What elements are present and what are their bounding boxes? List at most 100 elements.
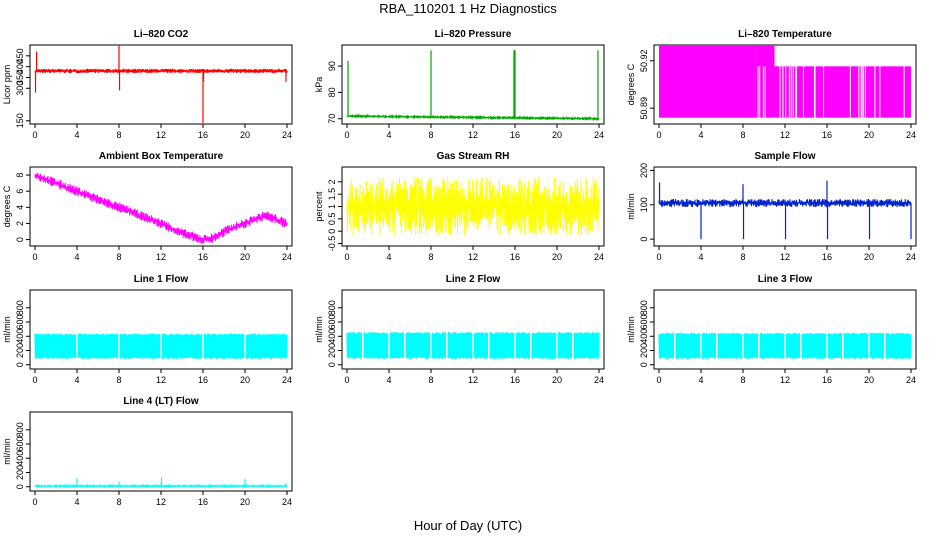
x-tick-label: 0 [656,375,661,385]
y-axis-label: ml/min [626,316,636,343]
x-tick-label: 16 [198,375,208,385]
y-axis-label: ml/min [314,316,324,343]
y-tick-label: 50.92 [639,50,649,73]
x-tick-label: 4 [698,252,703,262]
x-tick-label: 12 [468,375,478,385]
y-tick-label: 1.5 [327,188,337,201]
x-tick-label: 12 [156,252,166,262]
panel-title: Line 3 Flow [758,274,813,285]
y-tick-label: 600 [15,437,25,452]
series-group [658,180,912,240]
series-group [346,330,600,361]
x-tick-label: 4 [698,130,703,140]
chart-panel: Li–820 CO2 0 4 8 12 16 20 24 150 300350400450Lico… [2,29,293,140]
y-tick-label: 600 [639,315,649,330]
x-tick-label: 24 [906,252,916,262]
y-tick-label: 400 [15,59,25,74]
chart-panel: Line 2 Flow 0 4 8 12 16 20 24 0 200400600800ml/mi… [314,274,605,385]
series-group [34,477,288,489]
x-tick-label: 24 [906,375,916,385]
x-tick-label: 8 [116,375,121,385]
chart-panel: Sample Flow 0 4 8 12 16 20 24 0 100 200 ml/min [626,151,917,262]
plot-frame [29,166,293,247]
x-tick-label: 8 [428,130,433,140]
x-tick-label: 24 [282,497,292,507]
y-axis-label: degrees C [626,63,636,105]
x-tick-label: 16 [510,130,520,140]
y-tick-label: 0 [639,237,649,242]
series-group [659,45,911,118]
y-tick-label: 50.89 [639,97,649,120]
y-axis-label: ml/min [626,193,636,220]
y-tick-label: 200 [15,343,25,358]
y-tick-label: 150 [15,113,25,128]
x-tick-label: 8 [116,130,121,140]
x-tick-label: 4 [386,252,391,262]
x-tick-label: 4 [74,497,79,507]
y-tick-label: 0 [327,229,337,234]
x-tick-label: 8 [740,130,745,140]
y-tick-label: 800 [15,422,25,437]
y-tick-label: 800 [327,300,337,315]
x-tick-label: 16 [822,375,832,385]
panel-title: Li–820 CO2 [134,29,189,40]
y-tick-label: 0 [327,362,337,367]
x-tick-label: 4 [74,130,79,140]
panel-title: Line 2 Flow [446,274,501,285]
y-tick-label: 0 [15,237,25,242]
x-tick-label: 20 [240,130,250,140]
panel-title: Ambient Box Temperature [99,151,224,162]
data-series [346,176,600,237]
panel-title: Li–820 Pressure [435,29,512,40]
x-tick-label: 16 [510,252,520,262]
y-tick-label: 1 [327,204,337,209]
plot-frame [341,44,605,125]
data-series [34,68,288,74]
x-tick-label: 12 [468,252,478,262]
y-tick-label: 0 [15,362,25,367]
x-tick-label: 0 [344,375,349,385]
y-tick-label: 2 [15,221,25,226]
x-tick-label: 24 [906,130,916,140]
x-tick-label: 4 [74,375,79,385]
x-tick-label: 24 [282,130,292,140]
y-tick-label: 8 [15,173,25,178]
y-tick-label: 200 [327,343,337,358]
x-tick-label: 4 [386,375,391,385]
y-tick-label: 0 [639,362,649,367]
y-tick-label: 450 [15,48,25,63]
x-tick-label: 16 [198,252,208,262]
y-tick-label: 2 [327,179,337,184]
x-tick-label: 4 [74,252,79,262]
panel-title: Line 4 (LT) Flow [123,396,199,407]
y-axis-label: Licor ppm [2,65,12,105]
x-tick-label: 12 [780,130,790,140]
x-tick-label: 12 [156,130,166,140]
x-tick-label: 20 [864,130,874,140]
chart-panel: Line 4 (LT) Flow 0 4 8 12 16 20 24 0 200400600800… [2,396,293,507]
x-tick-label: 0 [32,252,37,262]
x-tick-label: 20 [864,252,874,262]
y-tick-label: 70 [327,114,337,124]
x-tick-label: 0 [32,130,37,140]
data-series [346,113,600,122]
y-tick-label: 4 [15,205,25,210]
data-band [659,45,756,118]
x-tick-label: 20 [240,375,250,385]
x-tick-label: 20 [552,130,562,140]
y-axis-label: percent [314,191,324,222]
x-tick-label: 0 [656,252,661,262]
x-tick-label: 20 [864,375,874,385]
series-group [34,172,288,244]
series-group [346,50,600,122]
chart-panel: Li–820 Temperature 0 4 8 12 16 20 24 50.89 50.92d… [626,29,917,140]
series-group [34,331,288,361]
y-tick-label: 200 [639,163,649,178]
x-tick-label: 4 [386,130,391,140]
figure-title: RBA_110201 1 Hz Diagnostics [379,1,557,16]
data-band [774,66,911,118]
x-tick-label: 8 [428,252,433,262]
y-tick-label: 400 [15,451,25,466]
series-group [34,45,288,123]
